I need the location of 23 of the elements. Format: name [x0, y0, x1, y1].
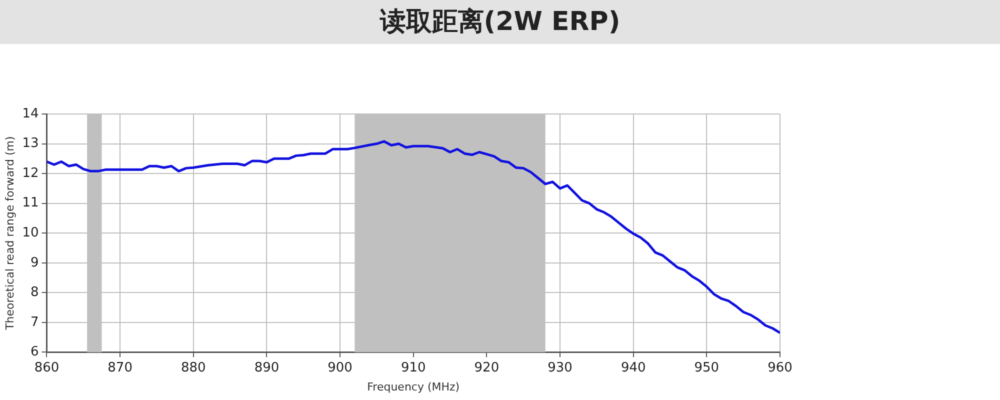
y-tick-label: 11 [22, 196, 39, 211]
x-tick-label: 880 [180, 360, 206, 376]
x-tick-label: 890 [254, 360, 280, 376]
x-tick-label: 900 [328, 360, 352, 376]
y-tick-label: 14 [22, 106, 39, 122]
x-tick-label: 910 [400, 360, 426, 376]
x-tick-label: 860 [34, 360, 60, 376]
y-tick-label: 13 [22, 136, 39, 152]
x-tick-label: 940 [620, 360, 646, 376]
y-tick-label: 10 [22, 225, 39, 240]
chart-title: 读取距离(2W ERP) [0, 0, 1000, 44]
x-axis-title: Frequency (MHz) [367, 380, 460, 394]
y-tick-label: 8 [30, 285, 39, 300]
x-tick-label: 960 [768, 360, 792, 376]
y-tick-label: 7 [30, 314, 39, 330]
x-tick-label: 920 [474, 360, 500, 376]
x-tick-label: 950 [694, 360, 720, 376]
x-tick-label: 870 [108, 360, 132, 376]
y-tick-label: 9 [30, 255, 39, 270]
y-tick-label: 6 [30, 344, 39, 360]
x-tick-label: 930 [548, 360, 572, 376]
y-tick-label: 12 [22, 166, 39, 181]
y-axis-title: Theoretical read range forward (m) [3, 136, 16, 331]
